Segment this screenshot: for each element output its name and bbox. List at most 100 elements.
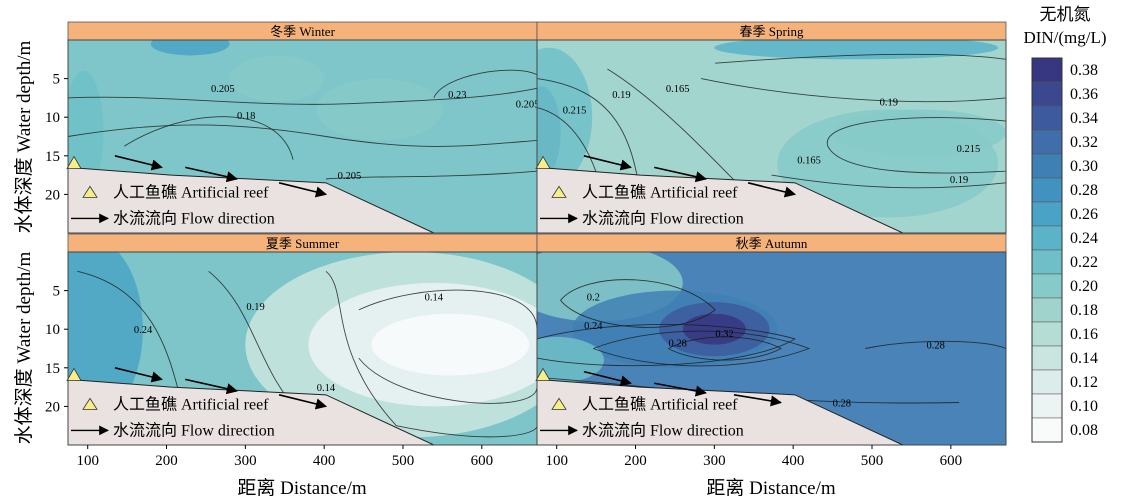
colorbar-tick-label: 0.38 xyxy=(1070,62,1098,79)
x-axis-label-left: 距离 Distance/m xyxy=(237,477,367,498)
colorbar-cell xyxy=(1031,177,1063,203)
contour-label: 0.24 xyxy=(134,325,153,336)
x-tick-label: 400 xyxy=(782,453,805,469)
contour-label: 0.19 xyxy=(880,98,898,109)
contour-label: 0.19 xyxy=(950,175,968,186)
y-tick-label: 20 xyxy=(45,187,60,203)
contour-label: 0.215 xyxy=(563,105,587,116)
legend-reef-icon xyxy=(551,397,567,410)
panel-title: 夏季 Summer xyxy=(266,236,340,251)
contour-line xyxy=(68,124,537,147)
legend-reef-label: 人工鱼礁 Artificial reef xyxy=(582,183,738,201)
contour-line xyxy=(325,170,537,180)
y-tick-label: 15 xyxy=(45,361,60,377)
colorbar-cell xyxy=(1031,417,1063,443)
contour-line xyxy=(325,270,537,438)
panel-1: 冬季 Winter 0.23 0.205 0.18 0.205 0.205 人工鱼礁 Art… xyxy=(45,21,538,234)
x-tick-label: 500 xyxy=(861,453,884,469)
x-tick-label: 300 xyxy=(234,453,257,469)
panel-title: 春季 Spring xyxy=(740,24,804,39)
contour-line xyxy=(771,174,1006,189)
flow-arrow xyxy=(278,182,328,198)
panel-2: 春季 Spring 0.19 0.215 0.165 0.19 0.215 0.165 0.1… xyxy=(535,21,1007,234)
contour-line xyxy=(124,116,294,160)
colorbar-cell xyxy=(1031,105,1063,131)
contour-line xyxy=(358,289,537,404)
contour-line xyxy=(537,78,641,195)
colorbar-tick-label: 0.36 xyxy=(1070,86,1098,103)
legend-reef-icon xyxy=(82,397,98,410)
y-tick-label: 10 xyxy=(45,322,60,338)
colorbar-cell xyxy=(1031,57,1063,83)
colorbar-tick-label: 0.32 xyxy=(1070,134,1098,151)
colorbar-tick-label: 0.20 xyxy=(1070,278,1098,295)
legend-reef-icon xyxy=(551,185,567,198)
seabed xyxy=(68,166,435,233)
panel-title: 冬季 Winter xyxy=(270,24,335,39)
x-tick-label: 500 xyxy=(392,453,415,469)
reef-marker xyxy=(535,155,551,169)
colorbar-cell xyxy=(1031,81,1063,107)
concentration-region xyxy=(371,313,530,376)
panel-4: 秋季 Autumn 0.2 0.24 0.28 0.32 0.28 0.28 人工鱼礁 Art… xyxy=(535,233,1007,469)
colorbar-tick-label: 0.14 xyxy=(1070,350,1098,367)
flow-arrow xyxy=(733,394,782,407)
x-tick-label: 200 xyxy=(624,453,647,469)
contour-label: 0.32 xyxy=(715,329,733,340)
y-tick-label: 10 xyxy=(45,110,60,126)
colorbar-frame xyxy=(1031,57,1063,443)
concentration-region xyxy=(537,47,593,187)
y-tick-label: 5 xyxy=(53,72,61,88)
flow-arrow xyxy=(747,182,797,198)
colorbar-cell xyxy=(1031,249,1063,275)
colorbar-cell xyxy=(1031,273,1063,299)
flow-arrow xyxy=(114,367,163,383)
contour-label: 0.28 xyxy=(669,339,687,350)
panel-title: 秋季 Autumn xyxy=(736,236,808,251)
x-tick-label: 200 xyxy=(155,453,178,469)
colorbar-tick-label: 0.26 xyxy=(1070,206,1098,223)
contour-line xyxy=(668,336,782,361)
concentration-region xyxy=(150,40,230,56)
flow-arrow xyxy=(583,155,632,171)
x-tick-label: 600 xyxy=(940,453,963,469)
colorbar-tick-label: 0.22 xyxy=(1070,254,1098,271)
legend-flow-label: 水流流向 Flow direction xyxy=(582,421,744,439)
legend-reef-label: 人工鱼礁 Artificial reef xyxy=(113,183,269,201)
contour-label: 0.24 xyxy=(584,321,603,332)
flow-arrow xyxy=(278,394,328,410)
x-tick-label: 300 xyxy=(703,453,726,469)
flow-arrow xyxy=(654,382,707,397)
panel-3: 夏季 Summer 0.24 0.19 0.14 0.14 人工鱼礁 Artificial… xyxy=(45,233,538,469)
contour-line xyxy=(593,330,811,367)
colorbar-tick-label: 0.34 xyxy=(1070,110,1098,127)
flow-arrow xyxy=(185,378,238,395)
y-tick-label: 15 xyxy=(45,149,60,165)
colorbar-tick-label: 0.24 xyxy=(1070,230,1098,247)
panel-frame xyxy=(536,251,1007,446)
flow-arrow xyxy=(583,370,632,387)
colorbar-cell xyxy=(1031,225,1063,251)
legend-reef-label: 人工鱼礁 Artificial reef xyxy=(582,395,738,413)
x-tick-label: 100 xyxy=(76,453,99,469)
y-tick-label: 20 xyxy=(45,399,60,415)
colorbar-cell xyxy=(1031,345,1063,371)
reef-marker xyxy=(66,367,82,381)
contour-line xyxy=(433,69,537,99)
reef-marker xyxy=(66,155,82,169)
panel-frame xyxy=(536,39,1007,234)
x-tick-label: 100 xyxy=(545,453,568,469)
contour-line xyxy=(701,78,1006,103)
colorbar-cell xyxy=(1031,393,1063,419)
concentration-region xyxy=(316,78,443,141)
x-tick-label: 600 xyxy=(471,453,494,469)
x-tick-label: 400 xyxy=(313,453,336,469)
flow-arrow xyxy=(654,166,707,183)
x-axis-label-right: 距离 Distance/m xyxy=(706,477,836,498)
contour-label: 0.28 xyxy=(926,341,944,352)
reef-marker xyxy=(535,367,551,381)
contour-line xyxy=(715,53,1006,64)
colorbar-tick-label: 0.30 xyxy=(1070,158,1098,175)
legend-reef-icon xyxy=(82,185,98,198)
